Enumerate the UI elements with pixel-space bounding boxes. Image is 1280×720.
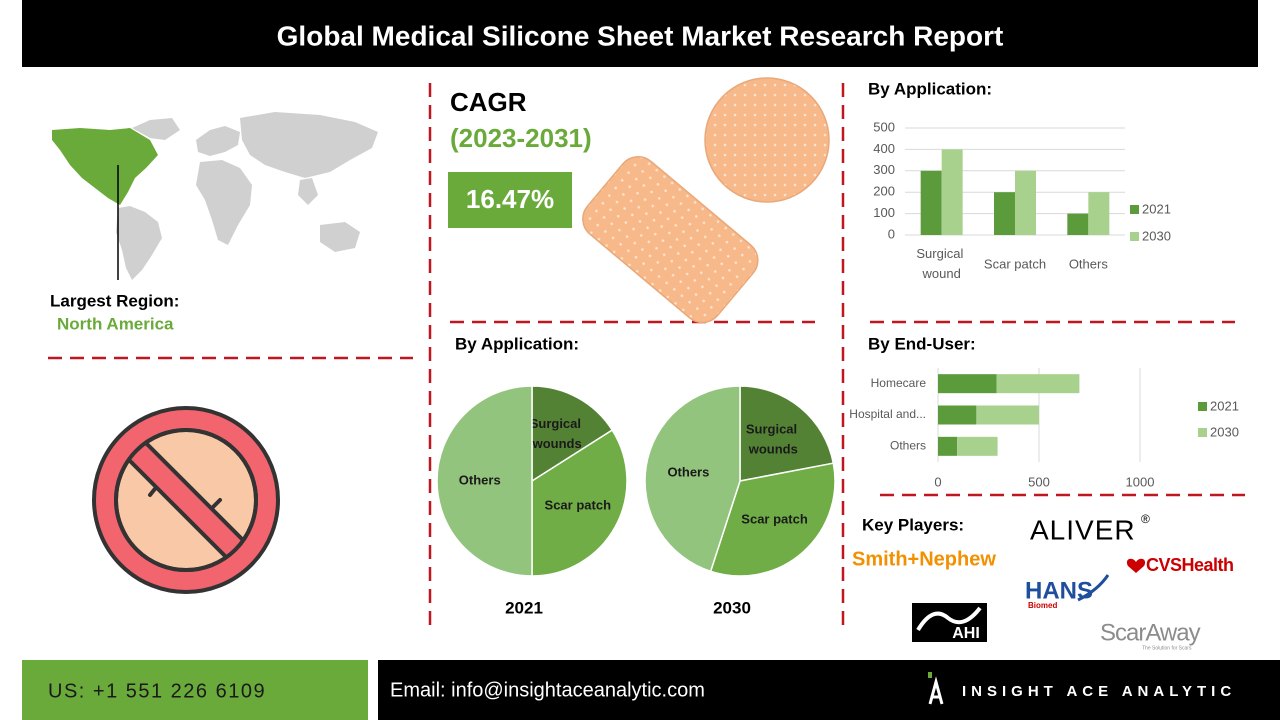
region-label: Largest Region: [50,291,179,310]
pie-slice [709,462,836,577]
patch-illustration [582,77,830,324]
pie-slice [739,385,835,482]
cagr-value: 16.47% [466,184,554,214]
separators [48,83,1245,628]
logo-hans-swoosh [1077,574,1110,602]
chart-title: By Application: [868,79,992,98]
bar [938,436,958,456]
pie-year: 2021 [505,598,543,617]
header-bar [22,0,1258,67]
pie-year: 2030 [713,598,751,617]
footer-phone-box [22,660,368,720]
bar [938,405,977,425]
logo-aliver: ALIVER [1030,514,1136,545]
pie-slice [531,429,628,577]
legend-swatch [1130,232,1139,241]
bar [957,436,998,456]
key-players-title: Key Players: [862,515,964,534]
legend-swatch [1130,205,1139,214]
legend-swatch [1198,428,1207,437]
pie-slice [436,385,533,577]
logo-cvs-heart [1126,558,1146,573]
pie-section-title: By Application: [455,334,579,353]
logo-hans: HANS [1025,577,1093,604]
bar [996,374,1080,394]
slice-label: Scar patch [741,512,808,527]
slice-label: Others [459,472,501,487]
bar [941,149,963,235]
slice-label: Surgical wounds [530,417,585,452]
logo-smith-nephew: Smith+Nephew [852,548,996,570]
legend-swatch [1198,402,1207,411]
footer-email-box [378,660,1280,720]
logo-hans-sub: Biomed [1028,601,1057,610]
legend-label: 2021 [1210,398,1239,413]
logo-ahi: AHI [952,625,980,642]
chart-title: By End-User: [868,334,976,353]
no-scar-icon [92,406,280,594]
legend-label: 2030 [1142,228,1171,243]
y-tick-label: Others [890,439,926,453]
page-title: Global Medical Silicone Sheet Market Res… [277,20,1004,51]
slice-label: Scar patch [545,498,612,513]
bar [1067,213,1089,235]
logo-scaraway: ScarAway [1100,619,1201,646]
slice-label: Others [667,464,709,479]
logo-ahi-wave [916,606,982,632]
cagr-label: CAGR [450,87,527,117]
x-tick-label: 1000 [1126,474,1155,489]
x-tick-label: 0 [934,474,941,489]
cagr-box [448,172,572,228]
x-tick-label: Surgical wound [916,246,967,281]
y-tick-label: 0 [888,226,895,241]
y-tick-label: 400 [873,141,895,156]
bar [1015,170,1036,235]
pie-slice [531,385,614,483]
y-tick-label: 100 [873,205,895,220]
bar [920,170,942,235]
region-value: North America [57,314,174,333]
logo-aliver-mark: ® [1141,512,1150,526]
cagr-period: (2023-2031) [450,123,592,153]
x-tick-label: Scar patch [984,256,1046,271]
footer-email: Email: info@insightaceanalytic.com [390,679,705,701]
y-tick-label: 500 [873,119,895,134]
bar [938,374,997,394]
footer-brand: INSIGHT ACE ANALYTIC [962,683,1236,700]
x-tick-label: 500 [1028,474,1050,489]
pie-slice [644,385,741,573]
y-tick-label: Hospital and... [849,407,926,421]
y-tick-label: 300 [873,162,895,177]
y-tick-label: Homecare [871,376,927,390]
footer-phone: US: +1 551 226 6109 [48,680,266,702]
bar [994,192,1015,235]
world-map [52,112,378,280]
bar [1088,192,1110,235]
y-tick-label: 200 [873,184,895,199]
brand-logo [928,672,944,705]
logo-scaraway-tagline: The Solution for Scars [1142,645,1192,651]
slice-label: Surgical wounds [746,422,801,457]
logo-cvs: CVSHealth [1146,555,1234,575]
bar [976,405,1039,425]
x-tick-label: Others [1069,256,1109,271]
legend-label: 2030 [1210,424,1239,439]
legend-label: 2021 [1142,201,1171,216]
